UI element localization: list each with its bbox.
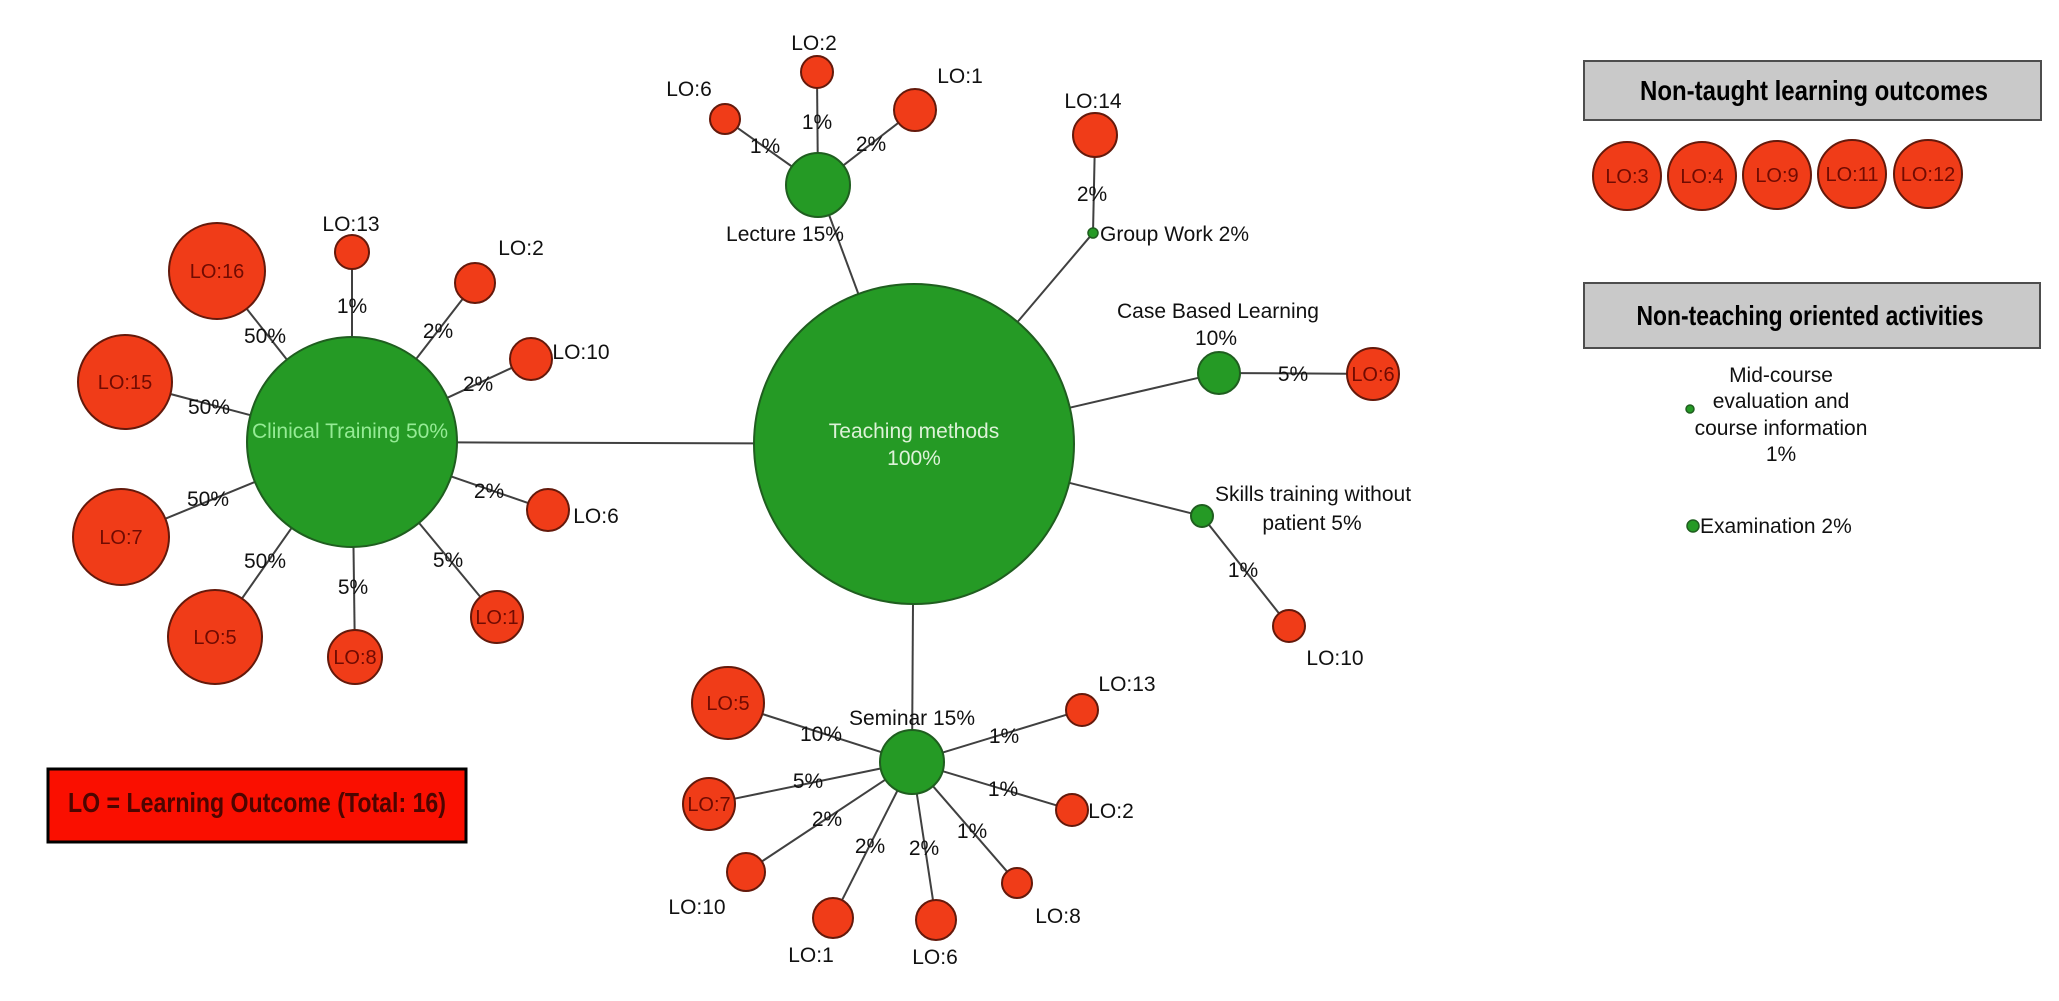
- svg-text:5%: 5%: [433, 549, 463, 572]
- svg-text:LO:12: LO:12: [1901, 164, 1955, 186]
- svg-text:LO:3: LO:3: [1605, 166, 1648, 188]
- svg-text:Teaching methods: Teaching methods: [829, 420, 999, 443]
- svg-text:LO:2: LO:2: [498, 237, 544, 260]
- svg-text:LO:6: LO:6: [1351, 364, 1394, 386]
- svg-text:5%: 5%: [1278, 363, 1308, 386]
- svg-text:2%: 2%: [855, 835, 885, 858]
- svg-text:50%: 50%: [244, 325, 286, 348]
- svg-text:1%: 1%: [957, 820, 987, 843]
- svg-text:Examination 2%: Examination 2%: [1700, 515, 1852, 538]
- svg-text:LO:1: LO:1: [937, 65, 983, 88]
- svg-text:Non-teaching oriented activiti: Non-teaching oriented activities: [1637, 300, 1984, 331]
- svg-text:LO:7: LO:7: [687, 794, 730, 816]
- svg-text:100%: 100%: [887, 447, 941, 470]
- svg-text:Mid-course: Mid-course: [1729, 364, 1833, 387]
- svg-text:2%: 2%: [856, 133, 886, 156]
- svg-text:1%: 1%: [989, 725, 1019, 748]
- svg-text:50%: 50%: [188, 396, 230, 419]
- svg-text:10%: 10%: [800, 723, 842, 746]
- svg-text:1%: 1%: [802, 111, 832, 134]
- svg-text:LO:15: LO:15: [98, 372, 152, 394]
- svg-text:evaluation and: evaluation and: [1713, 390, 1850, 413]
- svg-text:LO:13: LO:13: [322, 213, 379, 236]
- svg-text:2%: 2%: [909, 837, 939, 860]
- svg-text:2%: 2%: [812, 808, 842, 831]
- svg-text:LO:8: LO:8: [1035, 905, 1081, 928]
- svg-text:LO:16: LO:16: [190, 261, 244, 283]
- svg-text:LO:1: LO:1: [475, 607, 518, 629]
- svg-text:Clinical Training 50%: Clinical Training 50%: [252, 420, 448, 443]
- svg-text:LO:4: LO:4: [1680, 166, 1723, 188]
- svg-text:Group Work 2%: Group Work 2%: [1100, 223, 1249, 246]
- svg-text:LO:6: LO:6: [573, 505, 619, 528]
- svg-text:Case Based Learning: Case Based Learning: [1117, 300, 1319, 323]
- svg-text:1%: 1%: [988, 778, 1018, 801]
- svg-text:LO:5: LO:5: [193, 627, 236, 649]
- svg-text:LO:2: LO:2: [1088, 800, 1134, 823]
- svg-text:Non-taught learning outcomes: Non-taught learning outcomes: [1640, 75, 1988, 106]
- svg-text:50%: 50%: [187, 488, 229, 511]
- svg-text:2%: 2%: [474, 480, 504, 503]
- svg-text:LO:6: LO:6: [666, 78, 712, 101]
- svg-text:LO:13: LO:13: [1098, 673, 1155, 696]
- svg-text:50%: 50%: [244, 550, 286, 573]
- svg-text:LO:8: LO:8: [333, 647, 376, 669]
- svg-text:course information: course information: [1695, 417, 1868, 440]
- svg-text:2%: 2%: [463, 373, 493, 396]
- svg-text:LO:1: LO:1: [788, 944, 834, 967]
- svg-text:LO:11: LO:11: [1826, 164, 1879, 186]
- svg-text:5%: 5%: [338, 576, 368, 599]
- svg-text:1%: 1%: [337, 295, 367, 318]
- svg-text:LO:10: LO:10: [1306, 647, 1363, 670]
- svg-text:2%: 2%: [1077, 183, 1107, 206]
- svg-text:Lecture 15%: Lecture 15%: [726, 223, 844, 246]
- svg-text:LO:7: LO:7: [99, 527, 142, 549]
- svg-text:1%: 1%: [1766, 443, 1796, 466]
- svg-text:2%: 2%: [423, 320, 453, 343]
- svg-text:5%: 5%: [793, 770, 823, 793]
- svg-text:LO:10: LO:10: [668, 896, 725, 919]
- svg-text:Seminar 15%: Seminar 15%: [849, 707, 975, 730]
- svg-text:LO:9: LO:9: [1755, 165, 1798, 187]
- svg-text:LO = Learning Outcome (Total:: LO = Learning Outcome (Total: 16): [68, 787, 446, 818]
- svg-text:LO:2: LO:2: [791, 32, 837, 55]
- svg-text:patient 5%: patient 5%: [1262, 512, 1361, 535]
- svg-text:LO:6: LO:6: [912, 946, 958, 969]
- svg-text:1%: 1%: [1228, 559, 1258, 582]
- svg-text:1%: 1%: [750, 135, 780, 158]
- svg-text:LO:10: LO:10: [552, 341, 609, 364]
- svg-text:LO:5: LO:5: [706, 693, 749, 715]
- svg-text:Skills training without: Skills training without: [1215, 483, 1411, 506]
- svg-text:10%: 10%: [1195, 327, 1237, 350]
- svg-text:LO:14: LO:14: [1064, 90, 1122, 113]
